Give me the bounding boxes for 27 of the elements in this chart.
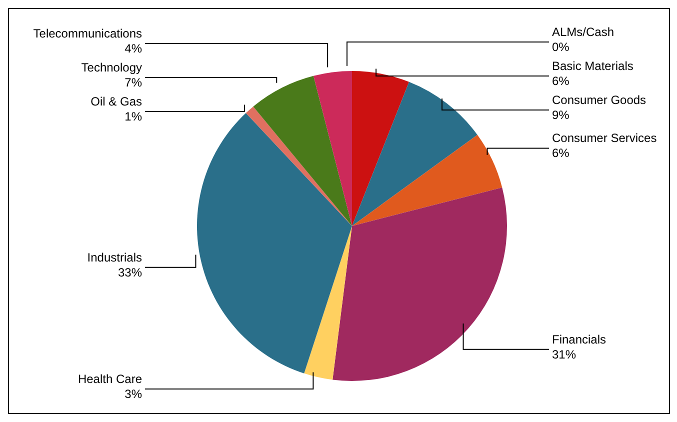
data-label: 3% xyxy=(124,387,142,401)
pie-slice xyxy=(332,187,507,381)
slice-label: Consumer Services xyxy=(552,131,657,146)
data-label: 4% xyxy=(124,41,142,56)
pie-slice xyxy=(246,106,352,226)
slice-label: Basic Materials xyxy=(552,59,634,73)
pie-slice xyxy=(352,134,502,226)
category-label: ALMs/Cash xyxy=(552,25,614,39)
slice-label: Industrials xyxy=(87,250,142,264)
data-label: 7% xyxy=(124,75,142,90)
data-label: 6% xyxy=(552,146,570,160)
slice-label: Health Care xyxy=(78,372,142,386)
pie-slice xyxy=(304,226,352,380)
pie-slice xyxy=(352,71,410,226)
slice-label: Telecommunications xyxy=(33,26,142,40)
data-label: 1% xyxy=(124,109,142,124)
data-label: 33% xyxy=(118,265,142,280)
data-label: 9% xyxy=(552,108,570,122)
slice-label: Consumer Goods xyxy=(552,93,646,107)
data-label: 6% xyxy=(552,74,570,88)
slice-label: Technology xyxy=(81,60,142,74)
data-label: 31% xyxy=(552,347,576,362)
text: 0% xyxy=(552,40,570,54)
slice-label: Financials xyxy=(552,332,606,346)
pie-slice xyxy=(253,76,352,226)
pie-slice xyxy=(313,71,352,226)
slice-label: Oil & Gas xyxy=(90,94,142,108)
